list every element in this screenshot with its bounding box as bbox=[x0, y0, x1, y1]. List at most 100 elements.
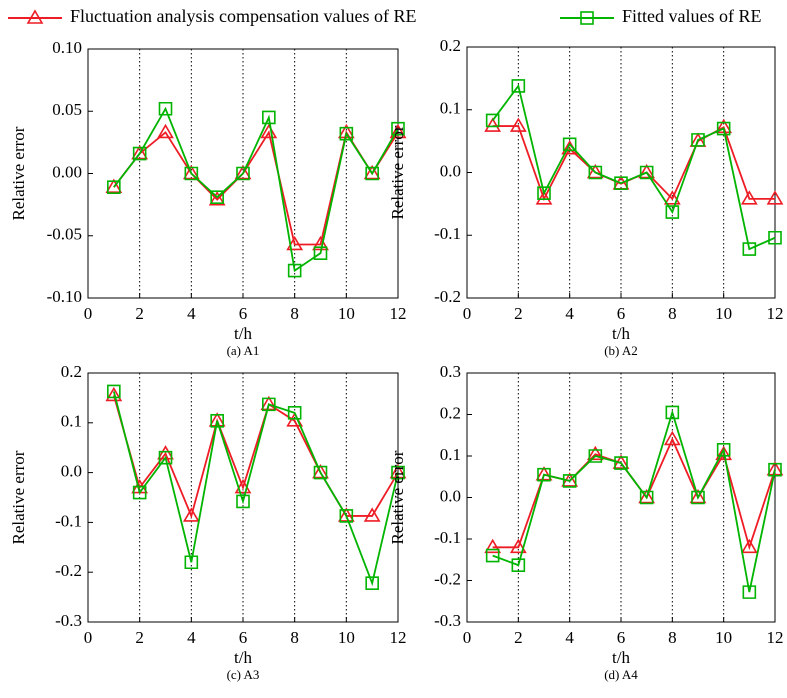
legend-marker bbox=[580, 11, 594, 25]
point-marker bbox=[639, 490, 654, 505]
point-marker bbox=[182, 507, 200, 522]
series-line bbox=[492, 125, 775, 202]
point-marker bbox=[286, 235, 304, 251]
x-tick-label: 4 bbox=[187, 304, 196, 323]
x-axis-label: t/h bbox=[612, 648, 630, 667]
point-marker bbox=[363, 507, 381, 522]
point-marker bbox=[260, 395, 278, 411]
legend-label: Fluctuation analysis compensation values… bbox=[70, 6, 416, 26]
point-marker bbox=[337, 507, 355, 522]
point-marker bbox=[535, 190, 553, 205]
point-marker bbox=[638, 488, 656, 504]
point-marker bbox=[105, 386, 123, 402]
chart-title: (b) A2 bbox=[604, 343, 638, 358]
point-marker bbox=[562, 474, 577, 488]
point-marker bbox=[716, 442, 731, 457]
x-tick-label: 8 bbox=[668, 628, 677, 647]
x-tick-label: 4 bbox=[565, 304, 574, 323]
point-marker bbox=[586, 445, 604, 461]
point-marker bbox=[663, 190, 681, 205]
point-marker bbox=[158, 450, 173, 465]
x-tick-label: 12 bbox=[390, 304, 407, 323]
y-tick-label: -0.1 bbox=[55, 511, 82, 530]
point-marker bbox=[262, 110, 276, 125]
subplot: 0 2 4 6 8 10 12 -0.3 -0.2 -0.1 0.0 0.1 0.2 t/h(c) A3 R… bbox=[9, 362, 407, 682]
point-marker bbox=[107, 180, 121, 194]
point-marker bbox=[768, 462, 782, 477]
point-marker bbox=[614, 456, 628, 470]
point-marker bbox=[287, 406, 302, 420]
y-tick-label: 0.2 bbox=[440, 36, 461, 55]
point-marker bbox=[365, 576, 379, 590]
chart-title: (d) A4 bbox=[604, 667, 638, 682]
point-marker bbox=[105, 178, 123, 193]
point-marker bbox=[391, 465, 405, 480]
x-tick-label: 8 bbox=[290, 628, 299, 647]
x-tick-label: 0 bbox=[84, 304, 93, 323]
x-tick-label: 0 bbox=[463, 628, 472, 647]
point-marker bbox=[260, 123, 278, 139]
x-tick-label: 2 bbox=[514, 304, 523, 323]
point-marker bbox=[691, 133, 705, 147]
point-marker bbox=[689, 488, 707, 504]
point-marker bbox=[665, 205, 680, 219]
point-marker bbox=[234, 164, 252, 180]
point-marker bbox=[484, 117, 502, 132]
y-tick-label: 0.1 bbox=[440, 99, 461, 118]
point-marker bbox=[742, 242, 757, 256]
point-marker bbox=[511, 79, 526, 93]
point-marker bbox=[313, 465, 328, 480]
point-marker bbox=[208, 191, 226, 206]
point-marker bbox=[389, 464, 407, 479]
x-tick-label: 2 bbox=[514, 628, 523, 647]
x-tick-label: 10 bbox=[338, 304, 355, 323]
y-tick-label: 0.0 bbox=[61, 462, 82, 481]
x-tick-label: 2 bbox=[135, 304, 144, 323]
y-tick-label: 0.1 bbox=[61, 412, 82, 431]
series-line bbox=[492, 437, 776, 551]
x-axis-label: t/h bbox=[234, 648, 252, 667]
point-marker bbox=[766, 190, 784, 205]
y-tick-label: 0.05 bbox=[52, 100, 82, 119]
series-line bbox=[491, 83, 776, 251]
point-marker bbox=[588, 449, 603, 463]
point-marker bbox=[313, 246, 328, 260]
point-marker bbox=[509, 117, 527, 132]
y-tick-label: 0.0 bbox=[440, 486, 461, 505]
y-tick-label: 0.00 bbox=[52, 162, 82, 181]
point-marker bbox=[210, 190, 224, 204]
plot-frame bbox=[87, 372, 399, 623]
point-marker bbox=[768, 230, 782, 245]
y-axis-label: Relative error bbox=[9, 450, 28, 544]
x-tick-label: 0 bbox=[463, 304, 472, 323]
y-tick-label: -0.1 bbox=[434, 528, 461, 547]
point-marker bbox=[339, 509, 354, 523]
point-marker bbox=[389, 123, 407, 139]
point-marker bbox=[158, 101, 173, 116]
y-tick-label: -0.2 bbox=[434, 287, 461, 306]
point-marker bbox=[766, 461, 784, 476]
point-marker bbox=[485, 113, 500, 128]
point-marker bbox=[184, 555, 199, 570]
point-marker bbox=[484, 538, 502, 554]
y-tick-label: -0.3 bbox=[55, 611, 82, 630]
x-tick-label: 10 bbox=[338, 628, 355, 647]
point-marker bbox=[365, 166, 379, 181]
x-tick-label: 6 bbox=[239, 304, 248, 323]
plot-frame bbox=[466, 46, 776, 299]
subplot: 0 2 4 6 8 10 12 -0.10 -0.05 0.00 0.05 0.10 t/h(a) A1… bbox=[9, 38, 407, 358]
x-tick-label: 4 bbox=[187, 628, 196, 647]
series-line bbox=[113, 106, 399, 273]
subplot: 0 2 4 6 8 10 12 -0.3 -0.2 -0.1 0.0 0.1 0.2 0.3 t/h(d) … bbox=[388, 362, 784, 682]
y-tick-label: -0.2 bbox=[55, 561, 82, 580]
point-marker bbox=[182, 164, 200, 180]
x-tick-label: 8 bbox=[668, 304, 677, 323]
point-marker bbox=[485, 548, 500, 563]
point-marker bbox=[287, 263, 302, 278]
y-tick-label: -0.1 bbox=[434, 224, 461, 243]
y-tick-label: 0.2 bbox=[61, 362, 82, 381]
point-marker bbox=[537, 467, 551, 482]
point-marker bbox=[586, 163, 604, 179]
point-marker bbox=[691, 490, 705, 505]
